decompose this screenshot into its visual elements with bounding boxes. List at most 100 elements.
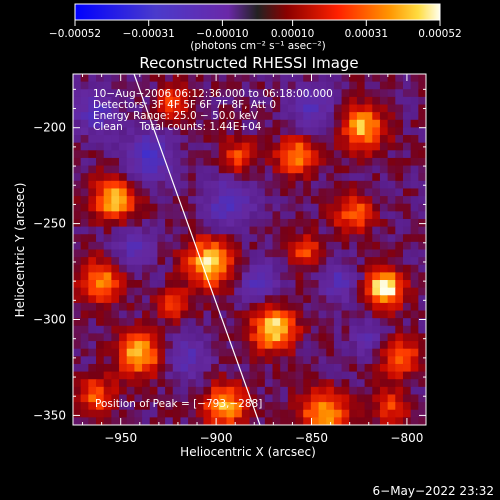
heatmap-cell <box>126 165 135 174</box>
heatmap-cell <box>257 341 266 350</box>
heatmap-cell <box>103 379 112 388</box>
heatmap-cell <box>333 333 343 342</box>
heatmap-cell <box>226 135 235 144</box>
heatmap-cell <box>203 142 212 151</box>
heatmap-cell <box>188 112 197 121</box>
heatmap-cell <box>80 81 89 90</box>
heatmap-cell <box>280 211 289 220</box>
heatmap-cell <box>257 218 266 228</box>
heatmap-cell <box>349 226 358 235</box>
heatmap-cell <box>203 180 212 190</box>
heatmap-cell <box>280 104 289 113</box>
heatmap-cell <box>149 348 159 357</box>
heatmap-cell <box>402 119 412 129</box>
heatmap-cell <box>310 135 320 144</box>
heatmap-cell <box>241 157 251 167</box>
heatmap-cell <box>379 272 389 281</box>
heatmap-cell <box>218 264 228 273</box>
heatmap-cell <box>264 218 274 228</box>
heatmap-cell <box>80 341 89 350</box>
heatmap-cell <box>96 295 105 304</box>
heatmap-cell <box>172 142 182 151</box>
heatmap-cell <box>80 74 89 83</box>
heatmap-cell <box>257 333 266 342</box>
heatmap-cell <box>96 249 105 258</box>
heatmap-cell <box>257 119 266 129</box>
heatmap-cell <box>395 417 404 425</box>
heatmap-cell <box>142 226 151 235</box>
heatmap-cell <box>195 356 205 365</box>
heatmap-cell <box>249 394 258 403</box>
heatmap-cell <box>180 394 189 403</box>
heatmap-cell <box>257 211 266 220</box>
heatmap-cell <box>103 96 112 106</box>
heatmap-cell <box>372 119 381 129</box>
heatmap-cell <box>395 112 404 121</box>
heatmap-cell <box>211 280 220 289</box>
heatmap-cell <box>80 348 89 357</box>
heatmap-cell <box>180 341 189 350</box>
heatmap-cell <box>165 333 174 342</box>
heatmap-cell <box>418 409 426 418</box>
heatmap-cell <box>402 142 412 151</box>
heatmap-cell <box>172 348 182 357</box>
heatmap-cell <box>410 180 419 190</box>
heatmap-cell <box>333 325 343 335</box>
heatmap-cell <box>119 325 128 335</box>
heatmap-cell <box>287 287 297 296</box>
heatmap-cell <box>165 318 174 327</box>
heatmap-cell <box>157 394 166 403</box>
heatmap-cell <box>149 211 159 220</box>
heatmap-cell <box>372 96 381 106</box>
heatmap-cell <box>402 356 412 365</box>
heatmap-cell <box>379 409 389 418</box>
heatmap-cell <box>356 386 366 396</box>
heatmap-cell <box>341 234 350 243</box>
heatmap-cell <box>364 112 373 121</box>
heatmap-cell <box>88 310 97 319</box>
heatmap-cell <box>80 211 89 220</box>
heatmap-cell <box>195 295 205 304</box>
heatmap-cell <box>234 310 243 319</box>
heatmap-cell <box>272 249 281 258</box>
heatmap-cell <box>287 402 297 411</box>
heatmap-cell <box>280 325 289 335</box>
heatmap-cell <box>203 280 212 289</box>
heatmap-cell <box>310 394 320 403</box>
heatmap-cell <box>303 135 312 144</box>
heatmap-cell <box>349 173 358 182</box>
heatmap-cell <box>96 218 105 228</box>
heatmap-cell <box>165 287 174 296</box>
heatmap-cell <box>402 379 412 388</box>
heatmap-cell <box>264 394 274 403</box>
heatmap-cell <box>157 264 166 273</box>
heatmap-cell <box>180 150 189 159</box>
heatmap-cell <box>379 287 389 296</box>
heatmap-cell <box>372 409 381 418</box>
heatmap-cell <box>211 318 220 327</box>
heatmap-cell <box>310 310 320 319</box>
heatmap-cell <box>410 150 419 159</box>
heatmap-cell <box>172 287 182 296</box>
heatmap-cell <box>195 180 205 190</box>
heatmap-cell <box>157 104 166 113</box>
heatmap-cell <box>379 127 389 136</box>
heatmap-cell <box>226 287 235 296</box>
heatmap-cell <box>157 211 166 220</box>
heatmap-cell <box>134 318 143 327</box>
heatmap-cell <box>379 81 389 90</box>
heatmap-cell <box>134 127 143 136</box>
heatmap-cell <box>402 165 412 174</box>
heatmap-cell <box>195 196 205 205</box>
heatmap-cell <box>280 234 289 243</box>
heatmap-cell <box>180 249 189 258</box>
heatmap-cell <box>203 348 212 357</box>
heatmap-cell <box>103 226 112 235</box>
heatmap-cell <box>188 203 197 212</box>
heatmap-cell <box>241 264 251 273</box>
heatmap-cell <box>80 226 89 235</box>
heatmap-cell <box>96 150 105 159</box>
heatmap-cell <box>349 257 358 266</box>
heatmap-cell <box>119 379 128 388</box>
heatmap-cell <box>379 348 389 357</box>
